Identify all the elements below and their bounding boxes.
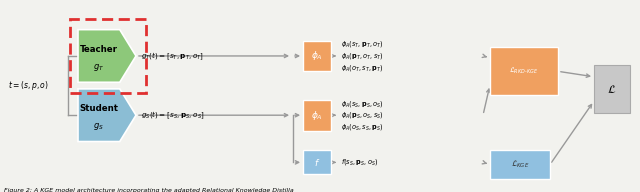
FancyBboxPatch shape xyxy=(303,41,331,71)
Text: $f(s_S, \mathbf{p}_S, o_S)$: $f(s_S, \mathbf{p}_S, o_S)$ xyxy=(341,157,378,167)
Polygon shape xyxy=(78,89,136,142)
Text: $\phi_A(o_S, s_S, \mathbf{p}_S)$: $\phi_A(o_S, s_S, \mathbf{p}_S)$ xyxy=(341,122,384,132)
Text: $t = (s, p, o)$: $t = (s, p, o)$ xyxy=(8,79,49,92)
Text: $\mathcal{L}_{RKD\text{-}KGE}$: $\mathcal{L}_{RKD\text{-}KGE}$ xyxy=(509,66,539,76)
Text: $\phi_A(s_T, \mathbf{p}_T, o_T)$: $\phi_A(s_T, \mathbf{p}_T, o_T)$ xyxy=(341,39,383,49)
FancyBboxPatch shape xyxy=(490,150,550,179)
Text: $g_S(t) = [s_S, \mathbf{p}_S, o_S]$: $g_S(t) = [s_S, \mathbf{p}_S, o_S]$ xyxy=(141,109,205,121)
Text: $\phi_A(o_T, s_T, \mathbf{p}_T)$: $\phi_A(o_T, s_T, \mathbf{p}_T)$ xyxy=(341,63,383,73)
Text: $\phi_A$: $\phi_A$ xyxy=(311,50,323,62)
Polygon shape xyxy=(78,30,136,82)
FancyBboxPatch shape xyxy=(490,47,558,95)
FancyBboxPatch shape xyxy=(303,100,331,131)
FancyBboxPatch shape xyxy=(594,65,630,113)
Text: $\phi_A(\mathbf{p}_S, o_S, s_S)$: $\phi_A(\mathbf{p}_S, o_S, s_S)$ xyxy=(341,110,384,120)
Text: $\phi_A$: $\phi_A$ xyxy=(311,109,323,122)
Text: $g_S$: $g_S$ xyxy=(93,121,104,132)
Text: $f$: $f$ xyxy=(314,157,320,168)
Text: $\mathcal{L}$: $\mathcal{L}$ xyxy=(607,83,616,95)
Text: $\phi_A(s_S, \mathbf{p}_S, o_S)$: $\phi_A(s_S, \mathbf{p}_S, o_S)$ xyxy=(341,98,384,108)
Text: Teacher: Teacher xyxy=(80,45,118,54)
FancyBboxPatch shape xyxy=(303,150,331,175)
Text: Figure 2: A KGE model architecture incorporating the adapted Relational Knowledg: Figure 2: A KGE model architecture incor… xyxy=(4,188,294,192)
Text: $g_T(t) = [s_T, \mathbf{p}_T, o_T]$: $g_T(t) = [s_T, \mathbf{p}_T, o_T]$ xyxy=(141,50,204,62)
Text: $\mathcal{L}_{KGE}$: $\mathcal{L}_{KGE}$ xyxy=(511,159,529,170)
Text: Student: Student xyxy=(79,104,118,113)
Text: $\phi_A(\mathbf{p}_T, o_T, s_T)$: $\phi_A(\mathbf{p}_T, o_T, s_T)$ xyxy=(341,51,383,61)
Text: $g_T$: $g_T$ xyxy=(93,62,104,73)
